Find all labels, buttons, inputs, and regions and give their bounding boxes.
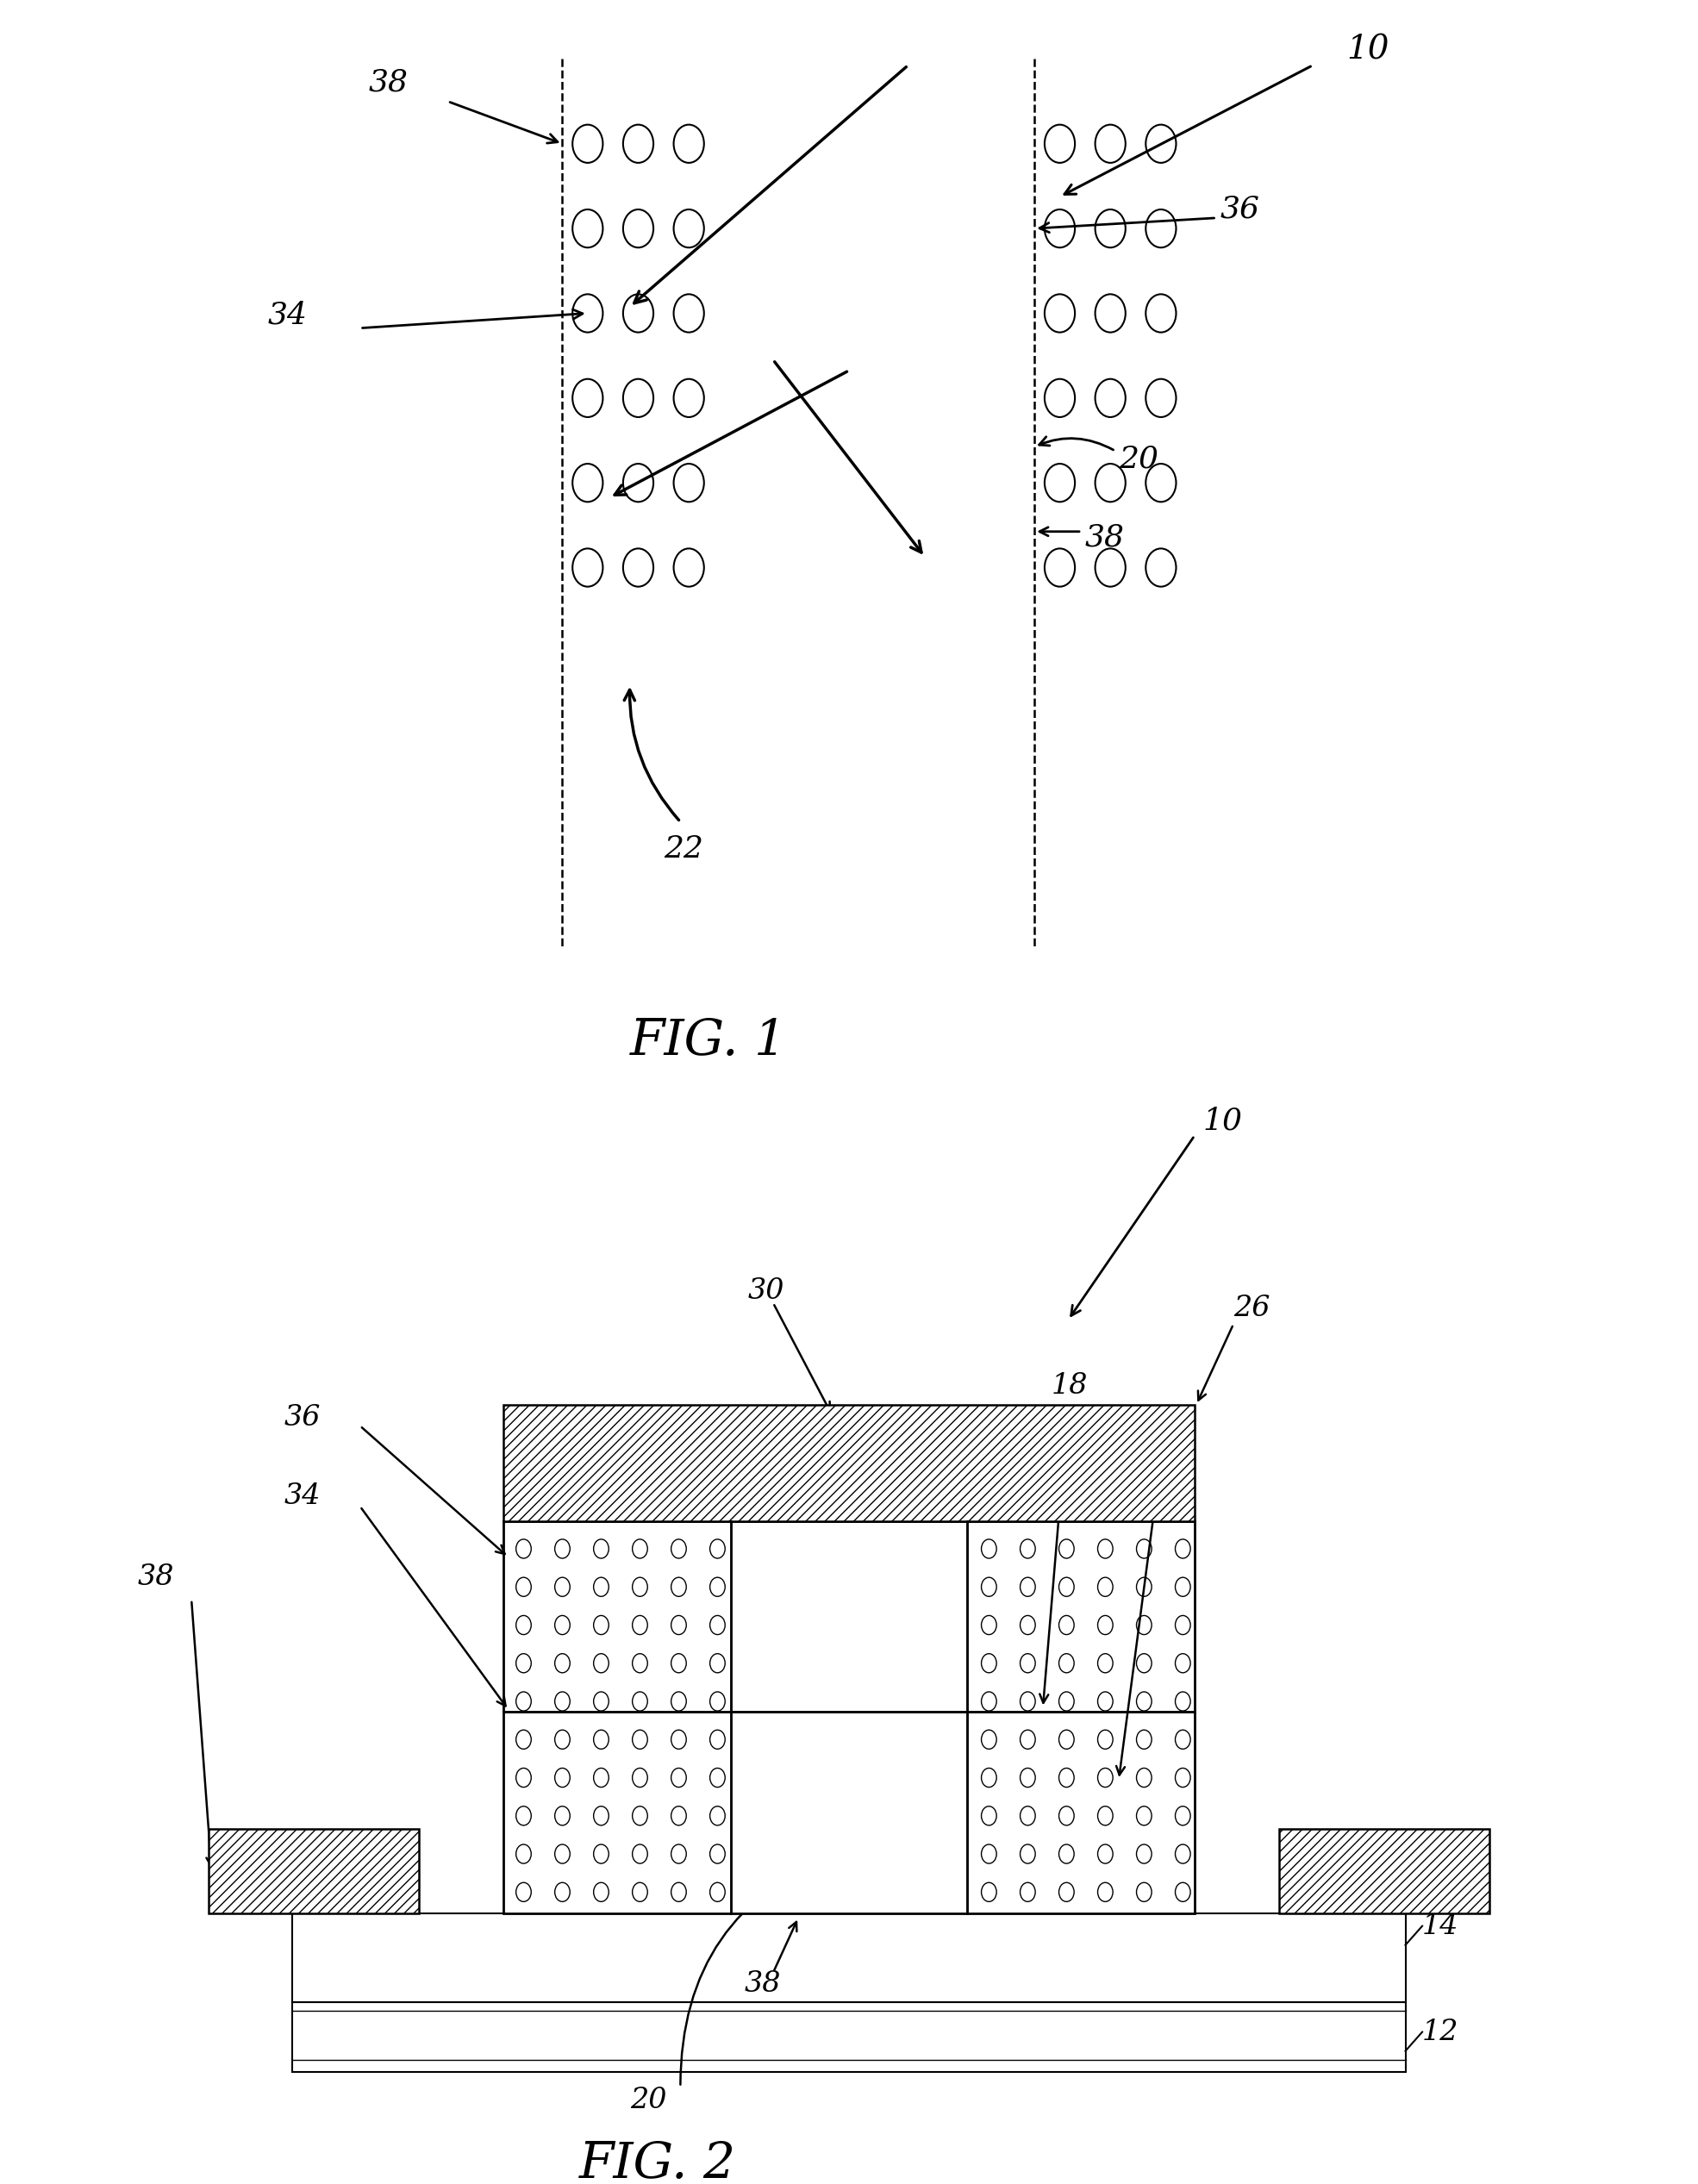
Bar: [503, 1522, 1195, 1913]
Bar: [503, 1522, 1195, 1913]
Bar: [209, 1828, 419, 1913]
Text: FIG. 2: FIG. 2: [579, 2140, 737, 2184]
Text: 22: 22: [664, 834, 703, 865]
Text: 20: 20: [630, 2086, 666, 2114]
Bar: [730, 1522, 968, 1913]
Text: 16: 16: [1139, 1450, 1175, 1479]
Text: 10: 10: [1204, 1105, 1243, 1136]
Text: 38: 38: [744, 1970, 781, 1998]
Text: 34: 34: [284, 1483, 321, 1511]
Text: 18: 18: [1051, 1372, 1088, 1400]
Bar: [292, 2003, 1406, 2073]
Text: 20: 20: [1119, 446, 1158, 474]
Text: 34: 34: [267, 301, 307, 330]
Bar: [1279, 1828, 1489, 1913]
Text: 38: 38: [368, 68, 408, 96]
Text: 26: 26: [1233, 1295, 1270, 1321]
Text: 36: 36: [1219, 194, 1260, 225]
Text: 36: 36: [284, 1404, 321, 1433]
Text: 30: 30: [747, 1278, 784, 1304]
Text: 10: 10: [1347, 35, 1389, 66]
Text: 38: 38: [138, 1564, 175, 1590]
Text: 14: 14: [1423, 1913, 1459, 1942]
Text: 12: 12: [1423, 2018, 1459, 2046]
Text: FIG. 1: FIG. 1: [630, 1018, 786, 1066]
Bar: [503, 1404, 1195, 1522]
Bar: [292, 1913, 1406, 2003]
Text: 38: 38: [1085, 524, 1124, 553]
